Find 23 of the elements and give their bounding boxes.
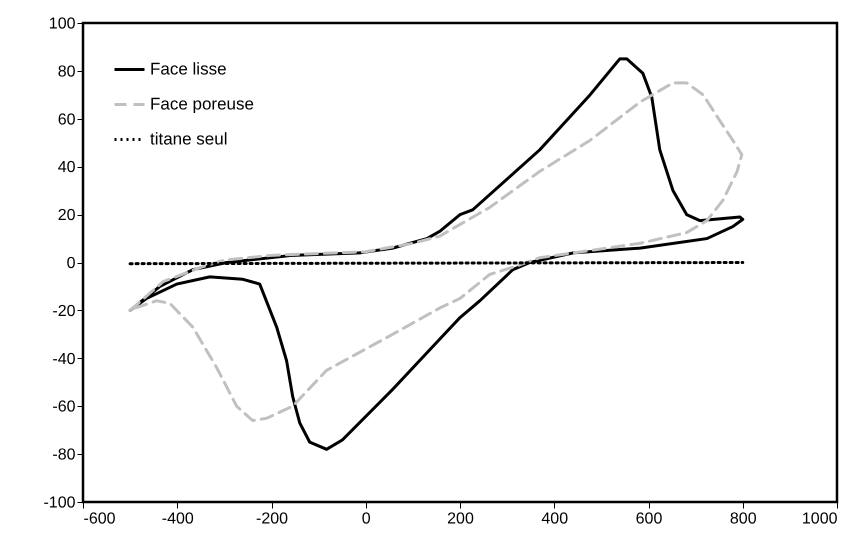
y-tick-label: 0	[66, 255, 76, 272]
x-tick-label: -600	[84, 510, 116, 528]
y-tick-label: 100	[48, 16, 76, 32]
x-tick-label: -400	[162, 510, 194, 528]
y-tick-label: -80	[52, 446, 76, 464]
x-tick-label: 400	[541, 510, 568, 528]
x-tick-label: 1000	[802, 510, 838, 528]
y-tick-label: 60	[58, 111, 76, 128]
x-tick-label: 600	[636, 510, 662, 528]
x-tick-label: 800	[730, 510, 757, 528]
x-tick-label: 200	[447, 510, 474, 528]
y-tick-label: -60	[52, 398, 76, 416]
legend-label: Face lisse	[150, 60, 227, 78]
y-tick-label: 20	[58, 207, 76, 224]
y-tick-label: -100	[43, 494, 76, 512]
x-tick-label: 0	[362, 510, 371, 528]
legend-label: titane seul	[150, 130, 228, 148]
legend-label: Face poreuse	[150, 94, 254, 114]
x-tick-label: -200	[256, 510, 288, 528]
y-tick-label: -20	[52, 302, 76, 320]
y-tick-label: 80	[58, 63, 76, 80]
y-tick-label: 40	[58, 159, 76, 176]
y-tick-label: -40	[52, 350, 76, 368]
